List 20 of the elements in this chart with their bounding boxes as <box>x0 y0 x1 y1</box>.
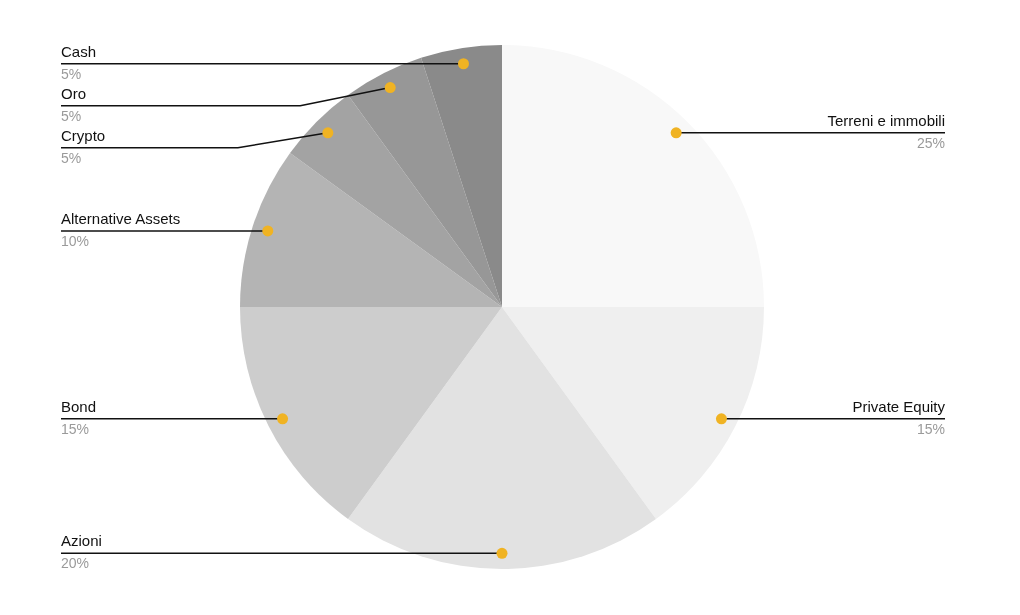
pie-slice <box>348 307 656 569</box>
slice-label: Private Equity <box>852 397 946 415</box>
slice-label: Azioni <box>61 532 102 550</box>
slice-label: Terreni e immobili <box>827 111 945 129</box>
data-label: 25% <box>916 134 945 151</box>
data-label: 5% <box>61 65 82 82</box>
slice-label: Bond <box>61 397 97 415</box>
slice-label: Oro <box>61 84 87 102</box>
data-label: 15% <box>916 420 945 437</box>
data-label: 20% <box>61 555 90 572</box>
pie-slice <box>240 153 502 307</box>
pie-slice <box>421 45 502 307</box>
pie-slice <box>240 307 502 519</box>
slice-label: Crypto <box>61 126 106 144</box>
data-label: 5% <box>61 149 82 166</box>
data-label: 10% <box>61 232 90 249</box>
slice-label: Alternative Assets <box>61 209 181 227</box>
slice-label: Cash <box>61 42 97 60</box>
data-label: 5% <box>61 107 82 124</box>
data-label: 15% <box>61 420 90 437</box>
